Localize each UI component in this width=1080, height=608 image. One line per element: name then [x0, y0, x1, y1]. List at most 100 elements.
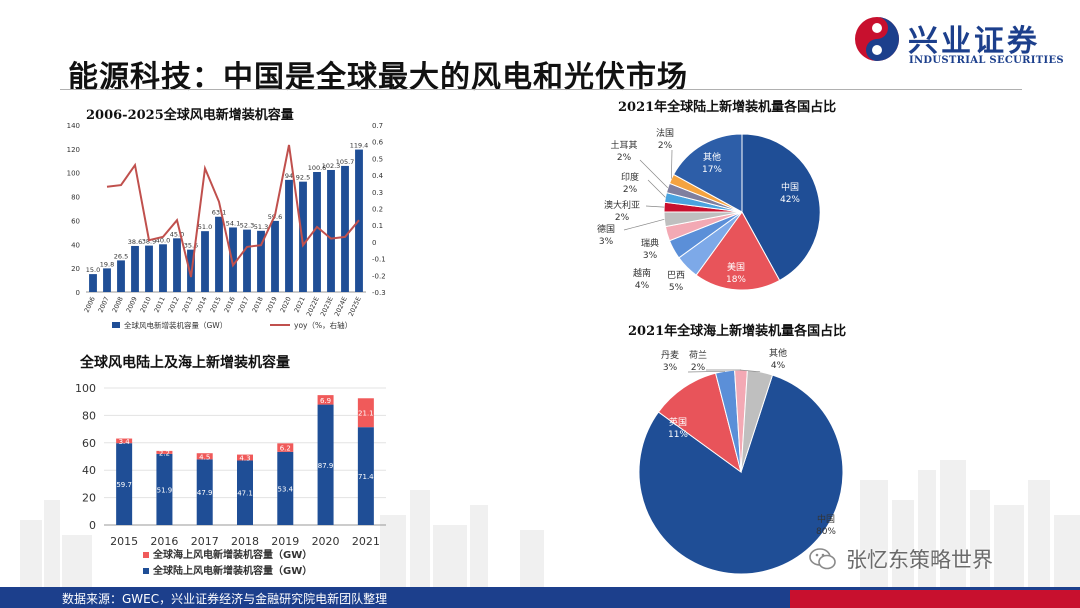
- onoff-y-tick: 40: [82, 464, 96, 477]
- onshore-pct: 3%: [599, 237, 614, 247]
- watermark: 张忆东策略世界: [808, 542, 993, 576]
- onshore-slice: [672, 133, 743, 213]
- annual-y-left-tick: 40: [71, 241, 80, 249]
- onshore-pct: 2%: [623, 185, 638, 195]
- onoff-x-tick: 2019: [271, 535, 299, 548]
- annual-yoy-line: [106, 144, 360, 278]
- onshore-pct: 2%: [617, 153, 632, 163]
- annual-chart-title: 2006-2025全球风电新增装机容量: [86, 108, 294, 123]
- onshore-label: 土耳其: [610, 139, 637, 151]
- annual-y-left-tick: 60: [71, 217, 80, 225]
- onoff-offshore-label: 21.1: [358, 410, 374, 418]
- annual-bar: [313, 171, 321, 292]
- annual-bar-label: 35.5: [184, 242, 198, 250]
- onshore-label: 澳大利亚: [604, 199, 640, 211]
- annual-bar-label: 15.0: [86, 266, 100, 274]
- annual-y-right-tick: 0.7: [372, 122, 383, 130]
- offshore-pct: 2%: [691, 363, 706, 373]
- annual-y-right-tick: 0: [372, 239, 376, 247]
- annual-x-tick: 2019: [265, 295, 279, 313]
- annual-x-tick: 2014: [195, 295, 209, 313]
- onoff-onshore-bar: [196, 459, 213, 525]
- annual-y-right-tick: -0.1: [372, 256, 386, 264]
- annual-bar-label: 119.4: [350, 142, 369, 150]
- onoff-legend-offshore-label: 全球海上风电新增装机容量（GW）: [152, 548, 312, 561]
- annual-bar: [257, 230, 265, 292]
- onoff-offshore-bar: [156, 450, 173, 454]
- annual-bar-label: 100.6: [308, 164, 327, 172]
- annual-bar-label: 52.3: [240, 222, 254, 230]
- onshore-pct: 18%: [726, 275, 746, 285]
- onshore-leader: [645, 205, 665, 208]
- onoff-onshore-bar: [237, 460, 253, 525]
- footer-accent: [790, 590, 1080, 608]
- onoff-legend-offshore-swatch: [143, 552, 149, 558]
- onoff-onshore-label: 53.4: [277, 485, 293, 493]
- onoff-y-tick: 60: [82, 437, 96, 450]
- onoff-y-tick: 80: [82, 409, 96, 422]
- onshore-label: 印度: [621, 171, 639, 183]
- onshore-pct: 5%: [669, 283, 684, 293]
- annual-legend-line-label: yoy（%，右轴）: [294, 320, 352, 330]
- onshore-label: 其他: [703, 151, 721, 163]
- onshore-leader: [647, 179, 666, 198]
- onshore-leader: [671, 149, 673, 179]
- annual-y-left-tick: 0: [76, 289, 80, 297]
- annual-bar: [299, 181, 307, 292]
- offshore-leader: [687, 370, 726, 373]
- annual-x-tick: 2006: [83, 295, 97, 313]
- offshore-label: 英国: [669, 416, 687, 428]
- onoff-onshore-label: 51.9: [157, 486, 173, 494]
- annual-x-tick: 2011: [153, 295, 167, 313]
- annual-bar-label: 94: [285, 172, 293, 180]
- annual-bar: [145, 245, 153, 292]
- annual-x-tick: 2016: [223, 295, 237, 313]
- onshore-label: 法国: [656, 127, 674, 139]
- annual-bar: [271, 220, 279, 292]
- onshore-label: 美国: [727, 261, 745, 273]
- annual-y-left-tick: 80: [71, 194, 80, 202]
- annual-bar: [103, 268, 111, 292]
- offshore-pct: 4%: [771, 361, 786, 371]
- onoff-offshore-bar: [237, 454, 253, 461]
- annual-y-right-tick: 0.6: [372, 139, 384, 147]
- onoff-legend-onshore-label: 全球陆上风电新增装机容量（GW）: [152, 564, 312, 577]
- offshore-slice: [740, 369, 774, 473]
- annual-bar-label: 63.1: [212, 209, 226, 217]
- onshore-leader: [623, 218, 665, 231]
- onoff-offshore-label: 4.3: [239, 455, 250, 463]
- footer-source: 数据来源：GWEC，兴业证券经济与金融研究院电新团队整理: [62, 592, 388, 606]
- wechat-icon: [809, 548, 836, 570]
- onshore-label: 中国: [781, 181, 799, 193]
- onoff-chart-title: 全球风电陆上及海上新增装机容量: [80, 355, 290, 371]
- onoff-x-tick: 2016: [150, 535, 178, 548]
- onshore-slice: [695, 211, 781, 291]
- annual-bar-label: 92.5: [296, 174, 310, 182]
- onoff-offshore-bar: [357, 398, 374, 428]
- onshore-pct: 17%: [702, 165, 722, 175]
- onoff-offshore-label: 6.9: [320, 397, 331, 405]
- onshore-slice: [741, 133, 821, 282]
- onoff-offshore-label: 4.5: [199, 453, 210, 461]
- onoff-onshore-label: 87.9: [318, 462, 334, 470]
- onshore-label: 越南: [633, 267, 651, 279]
- onoff-offshore-bar: [317, 395, 334, 405]
- onoff-onshore-bar: [317, 404, 334, 525]
- offshore-label: 丹麦: [661, 349, 679, 361]
- annual-x-tick: 2017: [237, 295, 251, 313]
- annual-y-right-tick: 0.3: [372, 189, 383, 197]
- onshore-pct: 42%: [780, 195, 800, 205]
- annual-x-tick: 2021: [293, 295, 307, 313]
- onoff-y-tick: 0: [89, 519, 96, 532]
- annual-x-tick: 2010: [139, 295, 153, 313]
- annual-bar: [201, 231, 209, 292]
- offshore-label: 中国: [817, 513, 835, 525]
- onoff-legend-onshore-swatch: [143, 568, 149, 574]
- annual-y-right-tick: 0.1: [372, 222, 383, 230]
- logo-emblem-icon: [855, 17, 899, 61]
- annual-legend-bar-swatch: [112, 322, 120, 328]
- annual-y-left-tick: 140: [67, 122, 80, 130]
- watermark-text: 张忆东策略世界: [846, 548, 993, 572]
- annual-bar-label: 51.0: [198, 223, 212, 231]
